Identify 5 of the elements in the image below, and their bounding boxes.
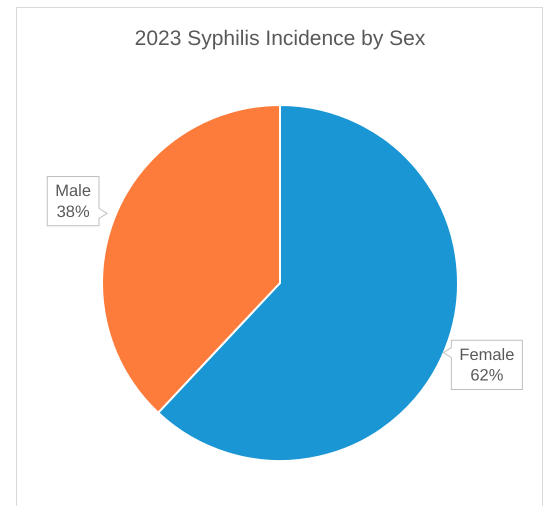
slice-label: Male xyxy=(55,182,92,200)
data-label: 62% xyxy=(470,366,504,385)
slice-label: Female xyxy=(459,346,514,364)
chart-title: 2023 Syphilis Incidence by Sex xyxy=(134,27,426,50)
data-label: 38% xyxy=(56,202,90,221)
